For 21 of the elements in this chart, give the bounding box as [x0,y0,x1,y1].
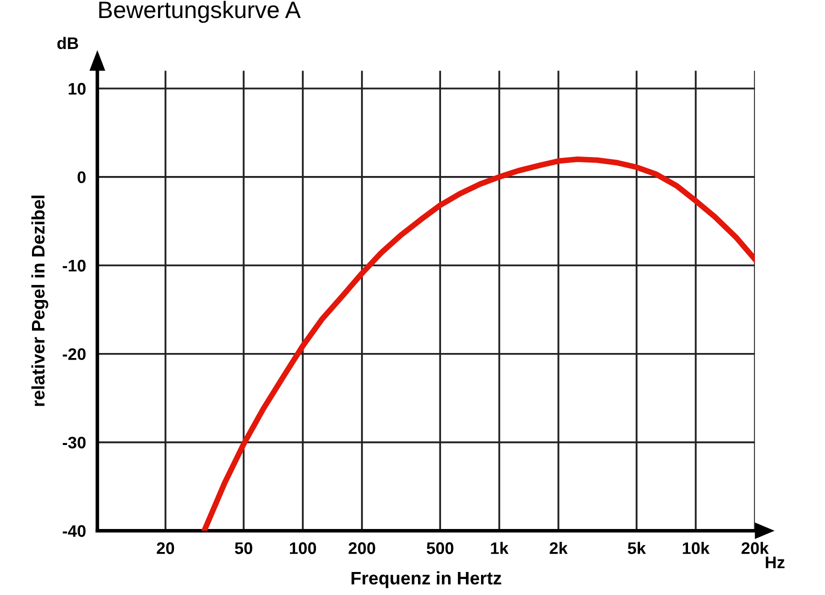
y-tick-label: -20 [62,348,86,360]
x-tick-label: 200 [348,542,376,554]
y-tick-label: -10 [62,260,86,272]
x-tick-label: 500 [426,542,454,554]
x-tick-label: 10k [682,542,710,554]
x-tick-label: 2k [550,542,568,554]
x-tick-label: 20 [156,542,174,554]
y-tick-label: -40 [62,525,86,537]
x-tick-label: 1k [491,542,509,554]
chart-title: Bewertungskurve A [99,0,301,23]
text: Hz [766,556,785,568]
y-axis-title: relativer Pegel in Dezibel [31,196,48,406]
x-tick-label: 100 [290,542,316,554]
y-tick-label: 10 [68,82,86,95]
x-tick-label: 50 [234,542,252,554]
y-tick-label: 0 [78,171,86,184]
x-axis-title: Frequenz in Hertz [352,571,502,588]
y-tick-label: -30 [62,436,86,449]
x-tick-label: 20k [742,542,769,554]
x-tick-label: 5k [628,542,646,554]
text: dB [57,36,78,50]
